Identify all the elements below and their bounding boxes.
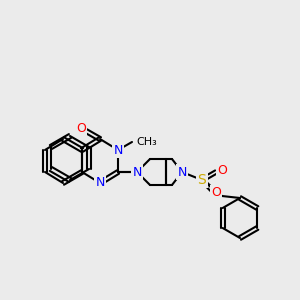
Text: O: O	[76, 122, 86, 134]
Text: CH₃: CH₃	[136, 137, 157, 147]
Text: N: N	[177, 166, 187, 178]
Text: N: N	[95, 176, 105, 190]
Text: O: O	[217, 164, 227, 178]
Text: N: N	[113, 143, 123, 157]
Text: O: O	[211, 187, 221, 200]
Text: N: N	[132, 166, 142, 178]
Text: S: S	[198, 173, 206, 187]
